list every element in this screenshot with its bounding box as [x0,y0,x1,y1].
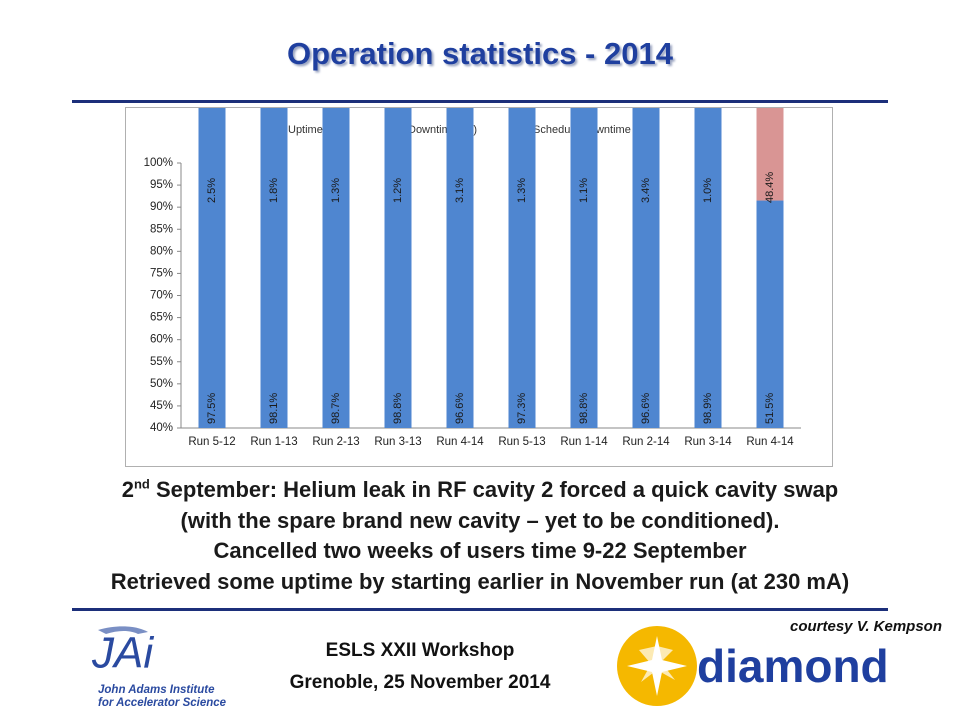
x-tick-label: Run 5-12 [188,436,235,448]
y-tick-label: 55% [150,356,173,368]
value-label: 1.8% [268,178,280,203]
bar-segment [384,0,412,428]
value-label: 1.2% [392,178,404,203]
x-tick-label: Run 2-13 [312,436,359,448]
event: ESLS XXII Workshop [325,640,515,661]
value-label: 96.6% [640,393,652,424]
bar-segment [260,0,288,428]
value-label: 1.3% [330,178,342,203]
bar-segment [756,200,784,428]
logo-star [639,646,675,682]
value-label: 97.5% [206,393,218,424]
body-line: Retrieved some uptime by starting earlie… [110,568,850,594]
bar-segment [570,0,598,428]
chart: Uptime (%) Downtime (%) Schedule Downtime … [144,0,801,448]
value-label: 98.8% [578,393,590,424]
bar-segment [508,0,536,428]
bar-segment [446,1,474,428]
y-tick-label: 75% [150,267,173,279]
value-label: 97.3% [516,393,528,424]
credit: courtesy V. Kempson [790,618,942,635]
value-label: 51.5% [764,393,776,424]
place: Grenoble, 25 November 2014 [289,672,551,693]
y-tick-label: 90% [150,201,173,213]
y-tick-label: 85% [150,223,173,235]
x-tick-label: Run 1-14 [560,436,608,448]
x-tick-label: Run 2-14 [622,436,670,448]
chart-frame: Uptime (%) Downtime (%) Schedule Downtime … [125,0,833,467]
divider [72,608,888,611]
value-label: 3.4% [640,178,652,203]
x-tick-label: Run 5-13 [498,436,545,448]
value-label: 98.9% [702,393,714,424]
y-tick-label: 95% [150,179,173,191]
y-tick-label: 80% [150,245,173,257]
superscript: nd [133,476,150,492]
logo-swoosh [98,626,148,634]
value-label: 96.6% [454,393,466,424]
divider [72,100,888,103]
value-label: 98.8% [392,393,404,424]
y-tick-label: 70% [150,290,173,302]
diamond-logo: diamond [617,626,889,706]
y-tick-label: 50% [150,378,173,390]
value-label: 98.1% [268,393,280,424]
logo-word: diamond [697,640,889,692]
bar-segment [322,0,350,428]
value-label: 3.1% [454,178,466,203]
x-tick-label: Run 3-13 [374,436,421,448]
text: September: Helium leak in RF cavity 2 fo… [149,477,839,502]
value-label: 1.0% [702,178,714,203]
body-line: Cancelled two weeks of users time 9-22 S… [213,538,747,563]
slide-title: Operation statistics - 2014 [287,36,673,71]
logo-text: for Accelerator Science [98,697,227,709]
logo-mark: JAi [91,629,154,678]
logo-text: John Adams Institute [98,684,215,696]
y-tick-label: 65% [150,312,173,324]
body-text: 2nd September: Helium leak in RF cavity … [0,475,960,597]
jai-logo: JAi John Adams Institute for Accelerator… [91,626,227,709]
value-label: 1.3% [516,178,528,203]
text: 2 [121,477,134,502]
body-line: 2nd September: Helium leak in RF cavity … [0,475,960,506]
bar-segment [694,0,722,429]
value-label: 1.1% [578,178,590,203]
x-tick-label: Run 4-14 [436,436,484,448]
y-tick-label: 40% [150,422,173,434]
bar-segment [632,1,660,428]
bar-segment [198,0,226,428]
value-label: 48.4% [764,172,776,203]
value-label: 2.5% [206,178,218,203]
x-tick-label: Run 3-14 [684,436,732,448]
y-tick-label: 100% [144,157,173,169]
y-tick-label: 45% [150,400,173,412]
x-tick-label: Run 4-14 [746,436,794,448]
body-line: (with the spare brand new cavity – yet t… [180,507,780,533]
y-tick-label: 60% [150,334,173,346]
value-label: 98.7% [330,393,342,424]
x-tick-label: Run 1-13 [250,436,297,448]
